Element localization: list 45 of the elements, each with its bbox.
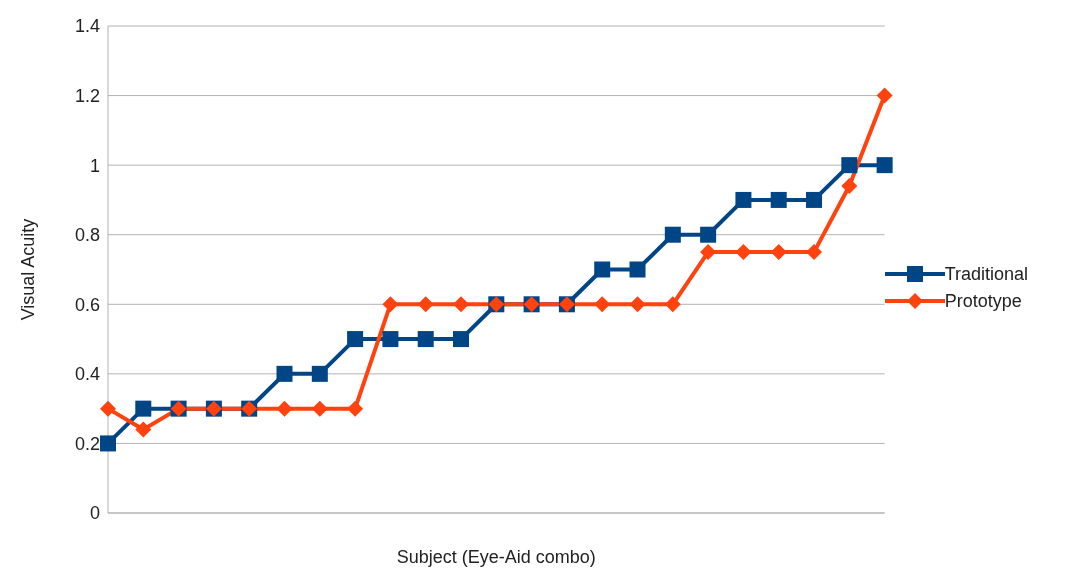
point bbox=[276, 400, 293, 417]
point bbox=[806, 191, 823, 208]
point bbox=[453, 296, 470, 313]
point bbox=[135, 400, 152, 417]
point bbox=[417, 331, 434, 348]
y-tick-label: 1.4 bbox=[74, 16, 100, 37]
legend-label: Traditional bbox=[944, 263, 1028, 285]
point bbox=[382, 331, 399, 348]
point bbox=[770, 191, 787, 208]
point bbox=[135, 421, 152, 438]
point bbox=[311, 365, 328, 382]
point bbox=[347, 400, 364, 417]
y-axis-title: Visual Acuity bbox=[18, 218, 39, 321]
point bbox=[841, 178, 858, 195]
x-axis-title: Subject (Eye-Aid combo) bbox=[396, 547, 596, 567]
point bbox=[876, 157, 893, 174]
y-tick-label: 0.4 bbox=[74, 364, 100, 385]
y-tick-label: 0 bbox=[89, 503, 100, 524]
point bbox=[453, 331, 470, 348]
point bbox=[700, 226, 717, 243]
y-tick-label: 0.8 bbox=[74, 225, 100, 246]
point bbox=[100, 435, 116, 452]
point bbox=[100, 400, 116, 417]
legend-label: Prototype bbox=[944, 290, 1022, 312]
point bbox=[629, 296, 646, 313]
point bbox=[382, 296, 399, 313]
point bbox=[735, 244, 752, 261]
y-tick-label: 0.6 bbox=[74, 294, 100, 315]
point bbox=[735, 191, 752, 208]
point bbox=[417, 296, 434, 313]
point bbox=[629, 261, 646, 278]
point bbox=[770, 244, 787, 261]
y-tick-label: 1.2 bbox=[74, 85, 100, 106]
point bbox=[594, 261, 611, 278]
point bbox=[594, 296, 611, 313]
point bbox=[876, 87, 893, 104]
point bbox=[276, 365, 293, 382]
point bbox=[311, 400, 328, 417]
point bbox=[664, 226, 681, 243]
y-tick-label: 0.2 bbox=[74, 433, 100, 454]
y-tick-label: 1 bbox=[89, 155, 100, 176]
point bbox=[841, 157, 858, 174]
point bbox=[806, 244, 823, 261]
point bbox=[347, 331, 364, 348]
point bbox=[664, 296, 681, 313]
